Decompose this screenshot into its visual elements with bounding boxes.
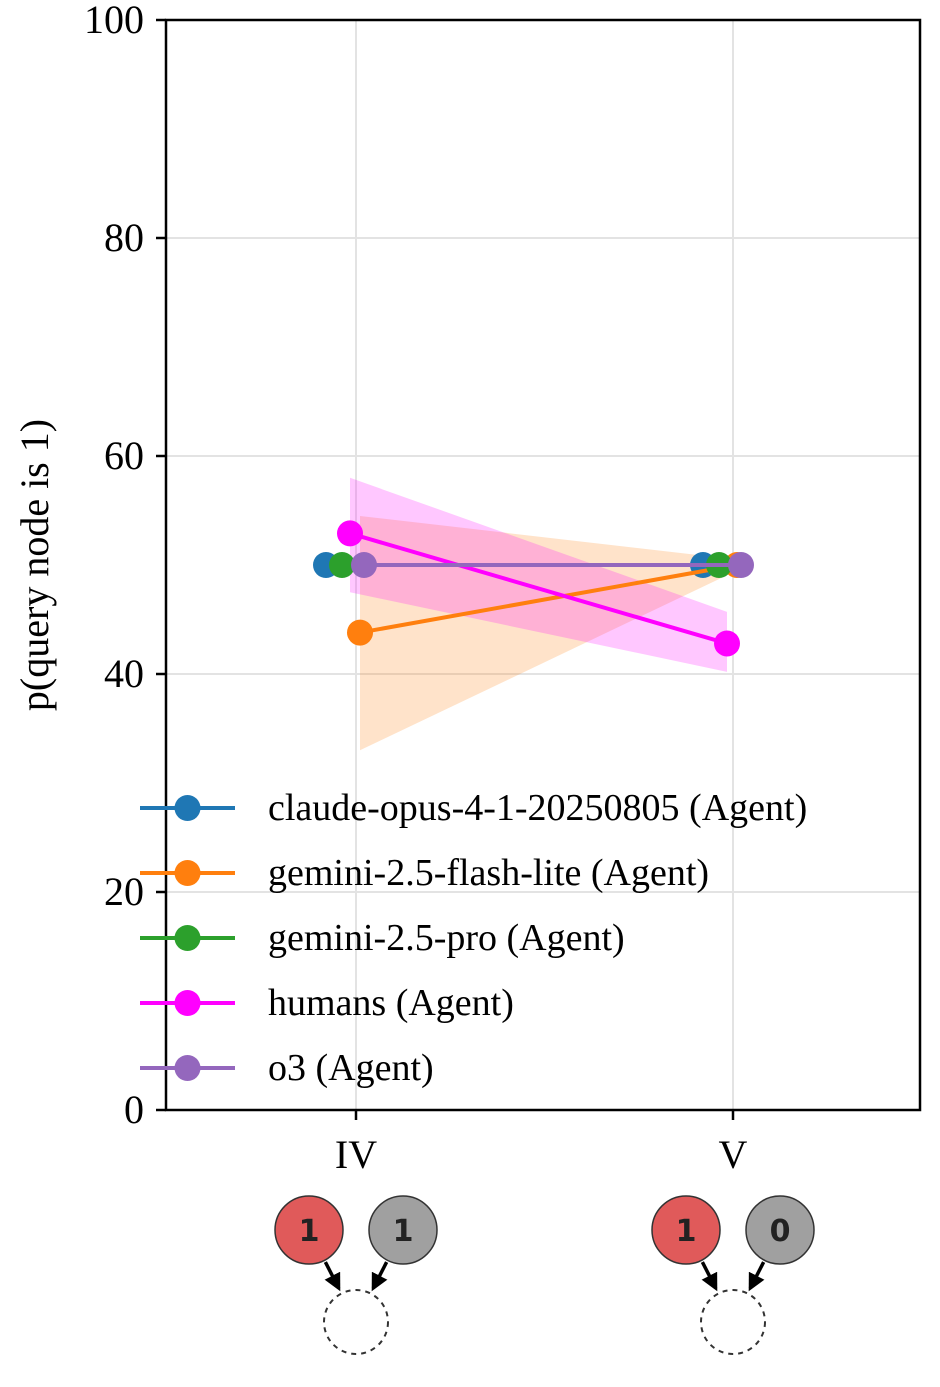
series-line — [359, 563, 738, 635]
axes: 0 20 40 60 80 100 IV Vp(query node is 1) — [12, 0, 922, 1177]
graph-node-label: 0 — [770, 1214, 791, 1249]
legend-marker — [174, 1055, 201, 1081]
y-tick-label: 80 — [104, 215, 144, 260]
y-axis-title: p(query node is 1) — [12, 419, 57, 711]
data-point — [714, 630, 740, 657]
graph-node — [274, 1195, 344, 1265]
legend-label: o3 (Agent) — [268, 1047, 434, 1089]
legend-label: gemini-2.5-flash-lite (Agent) — [268, 852, 709, 894]
graph-edge — [371, 1261, 389, 1292]
confidence-bands — [350, 477, 737, 751]
confidence-band — [360, 515, 737, 751]
plot-frame — [164, 18, 922, 1112]
legend-marker — [174, 860, 201, 886]
y-tick-label: 60 — [104, 433, 144, 478]
graph-node-label: 1 — [676, 1214, 697, 1249]
series-line — [349, 531, 728, 646]
graph-node — [368, 1195, 438, 1265]
data-point — [347, 619, 373, 646]
x-tick-label: IV — [335, 1132, 377, 1177]
y-tick-label: 40 — [104, 651, 144, 696]
data-point — [728, 552, 754, 578]
confidence-band — [350, 477, 727, 672]
data-point — [337, 520, 363, 547]
y-tick-label: 20 — [104, 869, 144, 914]
series-lines — [313, 520, 754, 657]
x-tick-label: V — [719, 1132, 748, 1177]
query-node — [323, 1289, 389, 1355]
data-point — [329, 552, 355, 578]
query-node — [700, 1289, 766, 1355]
graph-node — [745, 1195, 815, 1265]
graph-node — [651, 1195, 721, 1265]
graph-edge — [700, 1261, 718, 1292]
y-tick-label: 0 — [124, 1087, 144, 1132]
graph-edge — [748, 1261, 766, 1292]
legend-label: gemini-2.5-pro (Agent) — [268, 917, 625, 959]
legend-label: claude-opus-4-1-20250805 (Agent) — [268, 787, 807, 829]
graph-node-label: 1 — [393, 1214, 414, 1249]
legend-label: humans (Agent) — [268, 982, 514, 1024]
legend-marker — [174, 925, 201, 951]
graph-edge — [323, 1261, 341, 1292]
y-tick-label: 100 — [84, 0, 144, 42]
legend-marker — [174, 990, 201, 1016]
legend-marker — [174, 795, 201, 821]
legend: claude-opus-4-1-20250805 (Agent) gemini-2… — [140, 787, 807, 1089]
graph-node-label: 1 — [299, 1214, 320, 1249]
data-point — [351, 552, 377, 578]
